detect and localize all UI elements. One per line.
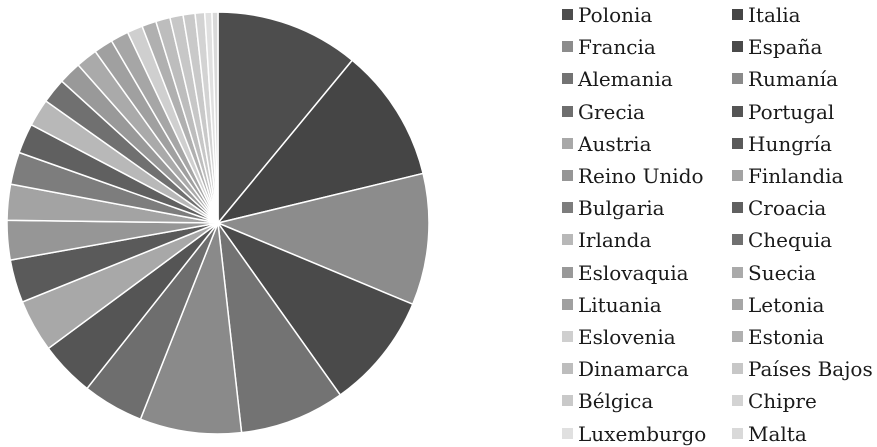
legend-label: España [748, 35, 823, 60]
legend-label: Malta [748, 421, 807, 446]
legend-swatch [732, 395, 743, 407]
legend-label: Dinamarca [578, 357, 689, 382]
legend-label: Alemania [578, 67, 673, 92]
legend-label: Lituania [578, 292, 662, 317]
legend-swatch [562, 9, 573, 20]
legend-label: Austria [578, 131, 652, 156]
legend-swatch [732, 9, 743, 20]
legend-swatch [732, 73, 743, 85]
legend-label: Irlanda [578, 228, 652, 253]
legend-swatch [562, 266, 573, 278]
legend-swatch [732, 202, 743, 214]
legend-label: Eslovaquia [578, 260, 689, 285]
legend-label: Suecia [748, 260, 816, 285]
pie-slice-francia [215, 172, 430, 306]
pie-slice-italia [215, 59, 425, 225]
legend-label: Grecia [578, 99, 645, 124]
legend-label: Reino Unido [578, 164, 704, 188]
legend-swatch [562, 298, 573, 310]
legend-swatch [732, 105, 743, 117]
legend-label: Italia [748, 3, 801, 27]
legend-swatch [562, 137, 573, 149]
pie-slice-polonia [217, 11, 354, 226]
pie-slice-malta [211, 11, 219, 224]
legend-swatch [562, 363, 573, 375]
legend-label: Chequia [748, 228, 833, 253]
legend-swatch [562, 105, 573, 117]
legend-label: Chipre [748, 389, 817, 414]
legend-label: Letonia [748, 292, 825, 317]
legend-label: Países Bajos [748, 357, 873, 382]
legend-label: Estonia [748, 325, 825, 349]
pie-slice-espana [215, 221, 414, 397]
legend-swatch [562, 73, 573, 85]
legend-swatch [562, 331, 573, 342]
legend-label: Rumanía [748, 67, 839, 92]
legend-swatch [562, 170, 573, 181]
pie-slice-alemania [216, 220, 342, 434]
legend-swatch [562, 41, 573, 53]
legend-swatch [732, 427, 743, 439]
legend-swatch [732, 363, 743, 375]
pie-slice-rumania [139, 222, 243, 435]
legend-label: Luxemburgo [578, 421, 707, 446]
legend-label: Francia [578, 35, 656, 60]
legend-swatch [732, 266, 743, 278]
legend-swatch [562, 202, 573, 214]
legend-label: Finlandia [748, 164, 844, 188]
legend-label: Croacia [748, 196, 827, 221]
legend-label: Bélgica [578, 389, 654, 414]
legend-label: Hungría [748, 131, 832, 156]
legend-swatch [562, 234, 573, 246]
legend-swatch [732, 331, 743, 342]
legend-swatch [732, 298, 743, 310]
legend-label: Portugal [748, 99, 835, 124]
legend-swatch [562, 427, 573, 439]
legend-swatch [732, 234, 743, 246]
legend-swatch [732, 137, 743, 149]
legend-swatch [732, 170, 743, 181]
legend-label: Eslovenia [578, 325, 676, 349]
legend-label: Bulgaria [578, 196, 665, 221]
legend-swatch [732, 41, 743, 53]
pie-chart-svg [6, 11, 430, 435]
legend-swatch [562, 395, 573, 407]
legend-label: Polonia [578, 3, 653, 27]
